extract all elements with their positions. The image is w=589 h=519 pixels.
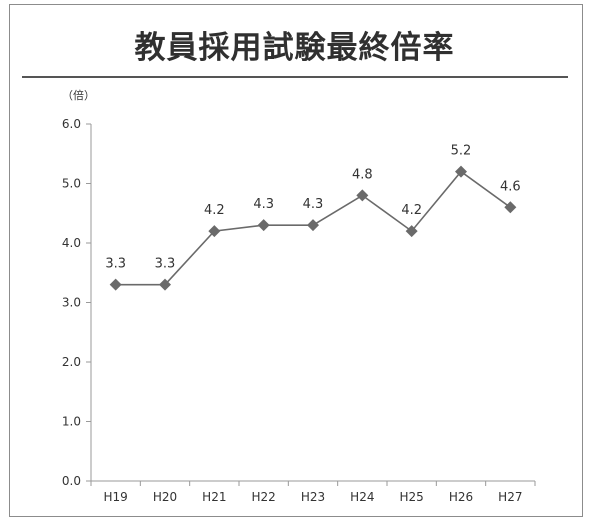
x-tick-label: H26	[449, 490, 473, 504]
x-tick-label: H22	[252, 490, 276, 504]
data-point-marker	[109, 278, 122, 291]
y-tick-label: 6.0	[62, 117, 81, 131]
data-label: 4.6	[500, 179, 521, 194]
y-tick-label: 4.0	[62, 236, 81, 250]
data-label: 3.3	[105, 257, 126, 272]
y-tick-label: 3.0	[62, 296, 81, 310]
data-point-marker	[159, 278, 171, 291]
y-unit-label: （倍）	[62, 88, 95, 102]
chart-frame	[9, 4, 583, 517]
chart-title: 教員採用試験最終倍率	[134, 30, 455, 66]
x-tick-label: H21	[202, 490, 226, 504]
x-tick-label: H24	[350, 490, 374, 504]
data-label: 3.3	[155, 257, 176, 272]
data-point-marker	[455, 165, 467, 178]
data-label: 4.3	[303, 197, 324, 212]
data-point-marker	[307, 219, 319, 232]
data-label: 4.8	[352, 167, 373, 182]
data-label: 5.2	[451, 144, 472, 159]
title-underline	[22, 76, 568, 78]
y-tick-label: 5.0	[62, 177, 81, 191]
x-tick-label: H25	[400, 490, 424, 504]
data-point-marker	[257, 219, 270, 232]
y-tick-label: 0.0	[62, 474, 81, 488]
x-tick-label: H20	[153, 490, 177, 504]
x-tick-label: H19	[104, 490, 128, 504]
y-tick-label: 2.0	[62, 355, 81, 369]
data-point-marker	[405, 225, 418, 238]
data-label: 4.2	[401, 203, 422, 218]
y-tick-label: 1.0	[62, 415, 81, 429]
data-point-marker	[208, 225, 221, 238]
x-tick-label: H27	[498, 490, 522, 504]
data-point-marker	[356, 189, 369, 202]
data-point-marker	[504, 201, 517, 214]
data-label: 4.2	[204, 203, 225, 218]
data-label: 4.3	[253, 197, 274, 212]
x-tick-label: H23	[301, 490, 325, 504]
